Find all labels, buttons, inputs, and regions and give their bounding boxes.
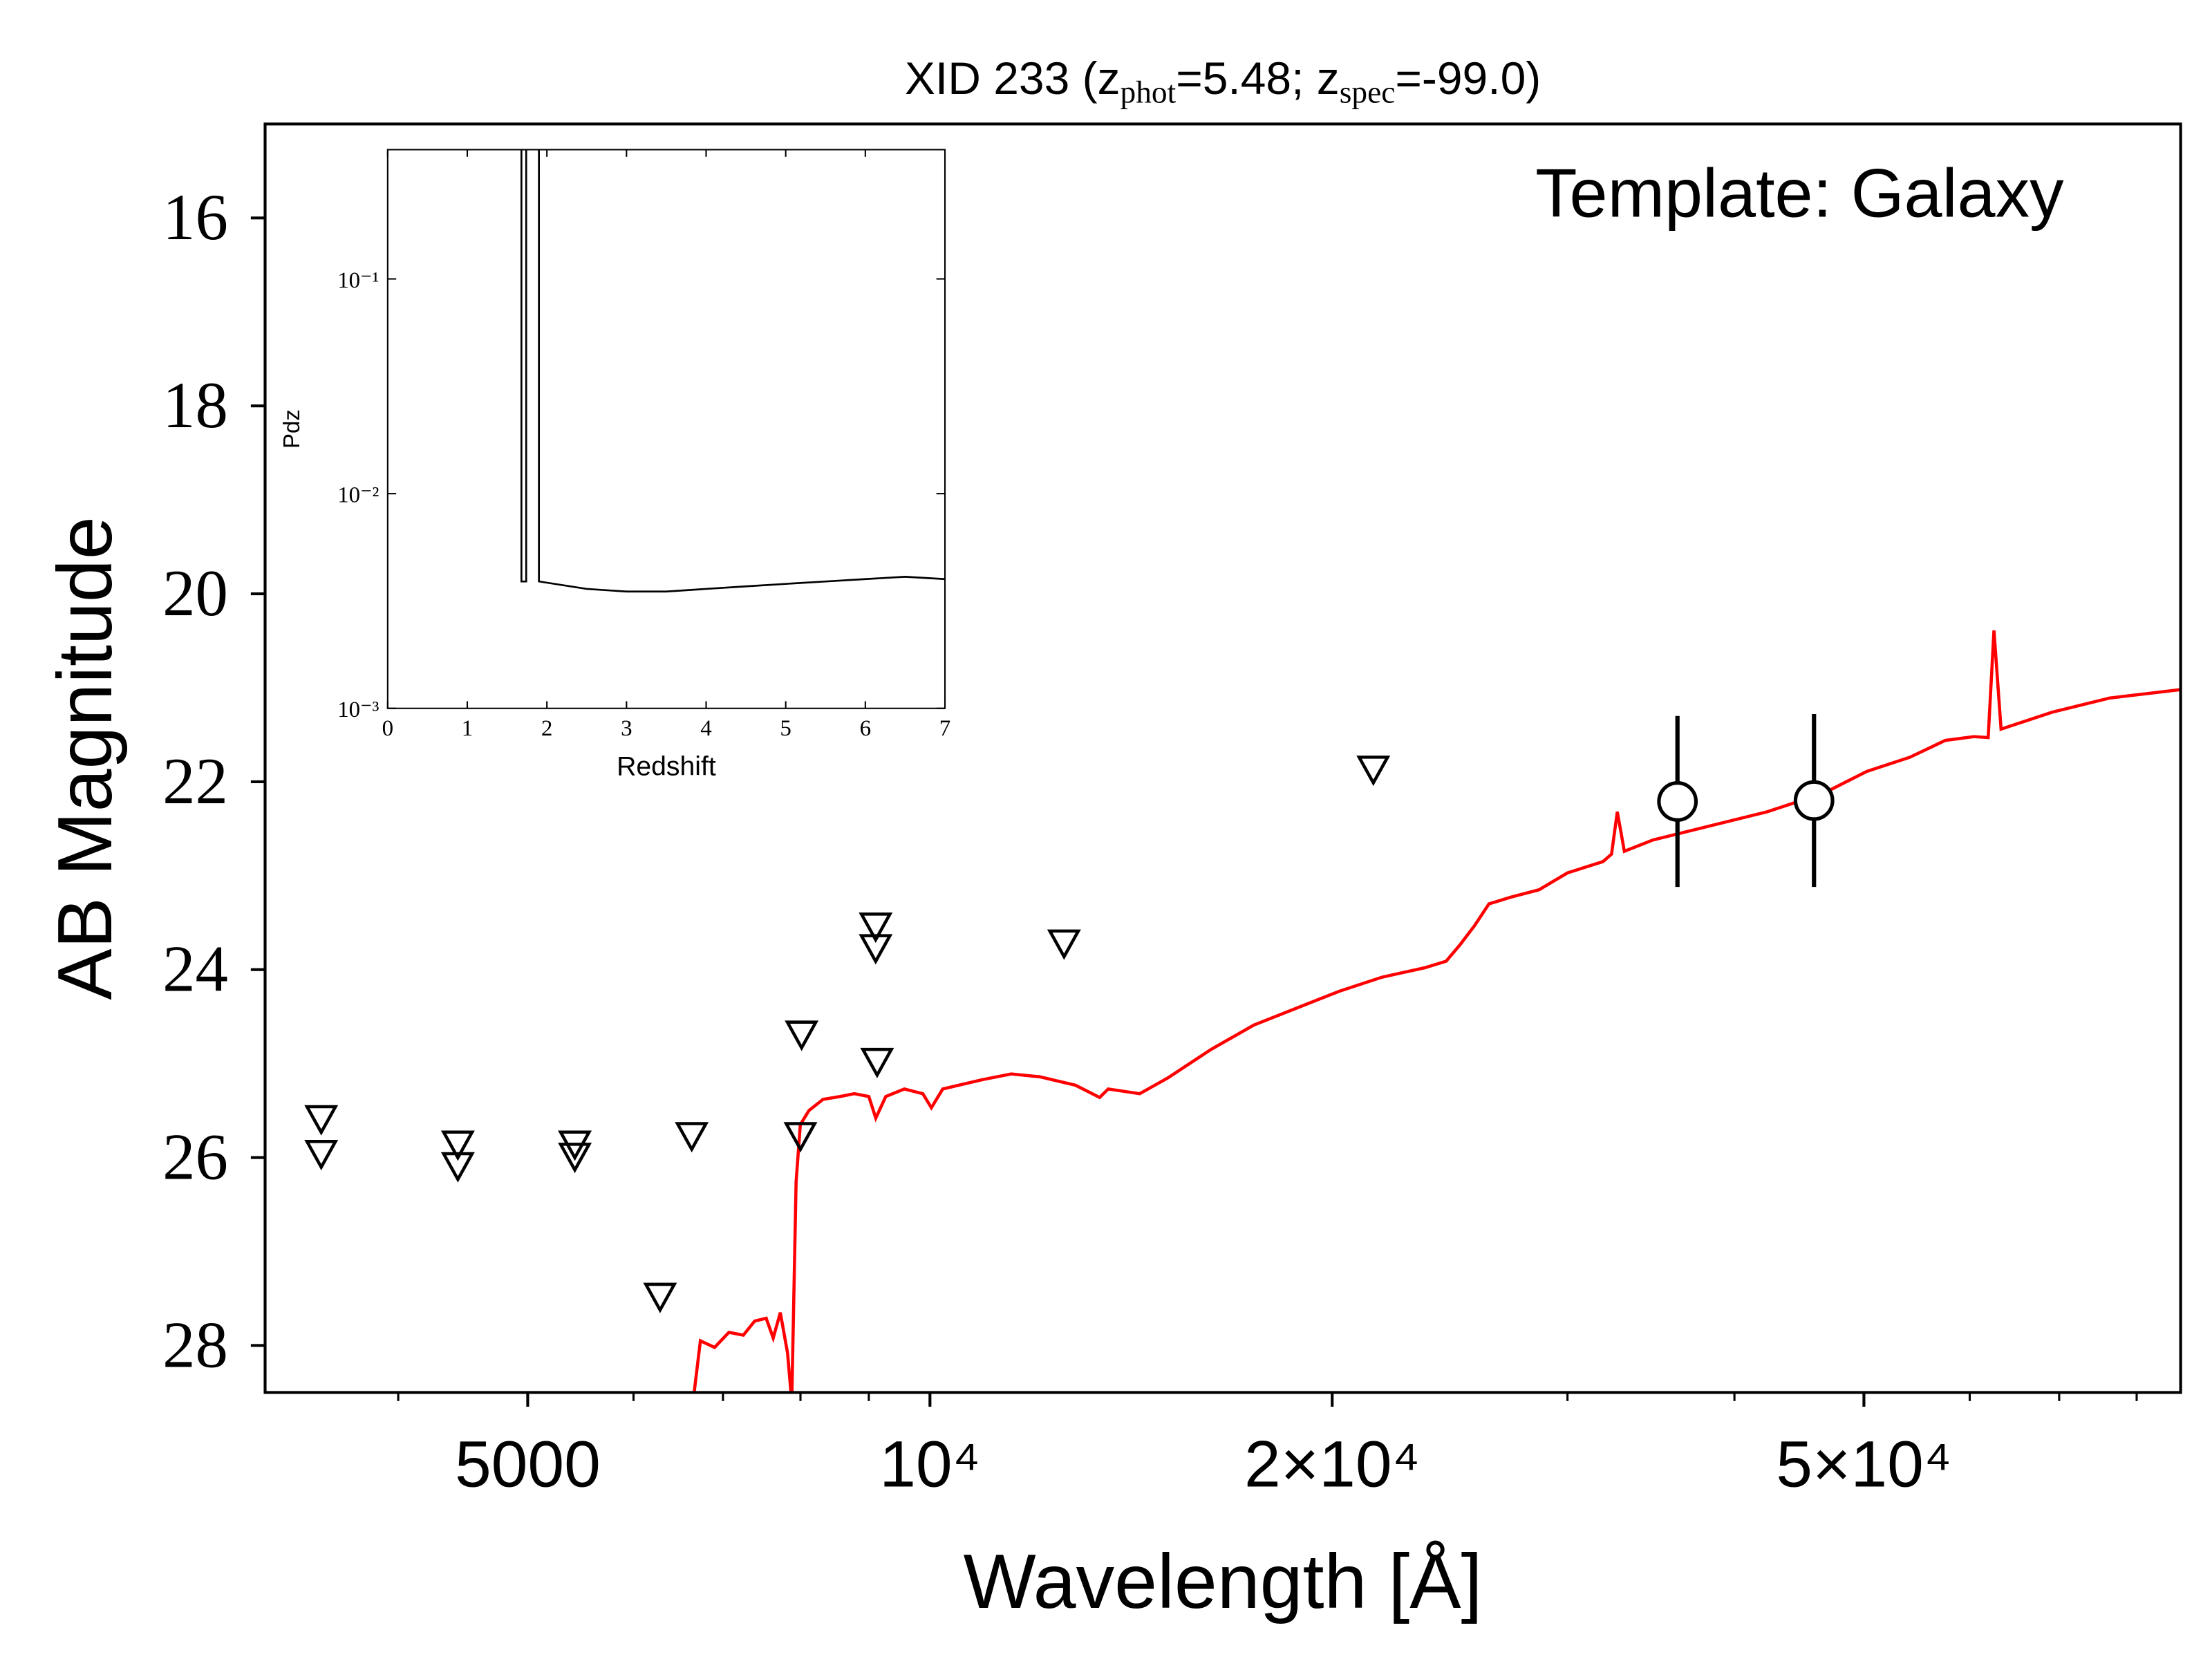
upper-limit-marker: [440, 1130, 475, 1161]
inset-x-tick-label: 2: [541, 716, 552, 741]
upper-limit-marker: [558, 1143, 592, 1174]
annotation: Template: Galaxy: [1535, 154, 2064, 231]
upper-limit-marker: [304, 1105, 339, 1136]
x-tick-label: 10⁴: [879, 1428, 980, 1501]
pdz-line: [520, 149, 946, 593]
inset-background: [387, 149, 946, 709]
inset-x-tick-label: 6: [860, 716, 871, 741]
upper-limit-marker: [1047, 929, 1081, 960]
inset-x-tick-label: 3: [621, 716, 632, 741]
title-text: XID 233 (z: [905, 53, 1121, 104]
inset-x-tick-label: 7: [939, 716, 950, 741]
inset-x-tick-label: 1: [462, 716, 473, 741]
title-text: =5.48; z: [1176, 53, 1340, 104]
y-axis-label: AB Magnitude: [41, 516, 128, 1000]
upper-limit-marker: [785, 1020, 819, 1051]
detection-marker: [1793, 780, 1835, 821]
y-tick-label: 26: [162, 1121, 228, 1194]
y-tick-label: 22: [162, 744, 228, 818]
inset-x-tick-label: 4: [700, 716, 711, 741]
upper-limit-marker: [783, 1122, 818, 1153]
upper-limit-marker: [860, 1047, 894, 1078]
upper-limit-marker: [304, 1140, 339, 1171]
y-tick-label: 28: [162, 1308, 228, 1381]
upper-limit-marker: [1356, 756, 1391, 787]
inset-frame: [386, 149, 946, 709]
inset-x-axis-label: Redshift: [617, 752, 716, 782]
upper-limit-marker: [440, 1152, 475, 1183]
y-tick-label: 16: [162, 180, 228, 254]
upper-limit-marker: [859, 912, 893, 944]
chart-title: XID 233 (zphot=5.48; zspec=-99.0): [905, 53, 1541, 109]
x-tick-label: 5×10⁴: [1776, 1428, 1951, 1501]
inset-x-tick-label: 5: [780, 716, 791, 741]
detection-marker: [1657, 781, 1698, 822]
upper-limit-marker: [643, 1282, 677, 1313]
title-subscript: spec: [1340, 75, 1396, 109]
title-subscript: phot: [1121, 75, 1177, 109]
title-text: =-99.0): [1395, 53, 1541, 104]
axes-frame: [263, 122, 2182, 1394]
y-tick-label: 20: [162, 556, 228, 630]
x-axis-label: Wavelength [Å]: [964, 1538, 1483, 1624]
inset-y-tick-label: 10⁻³: [337, 697, 379, 722]
inset-y-tick-label: 10⁻²: [337, 482, 379, 507]
x-tick-label: 2×10⁴: [1244, 1428, 1420, 1501]
x-tick-label: 5000: [455, 1428, 601, 1501]
upper-limit-marker: [675, 1122, 709, 1153]
upper-limit-marker: [859, 934, 893, 965]
inset-x-tick-label: 0: [382, 716, 393, 741]
y-tick-label: 24: [162, 932, 228, 1006]
y-tick-label: 18: [162, 368, 228, 442]
inset-y-tick-label: 10⁻¹: [337, 268, 379, 293]
inset-y-axis-label: Pdz: [279, 409, 304, 449]
